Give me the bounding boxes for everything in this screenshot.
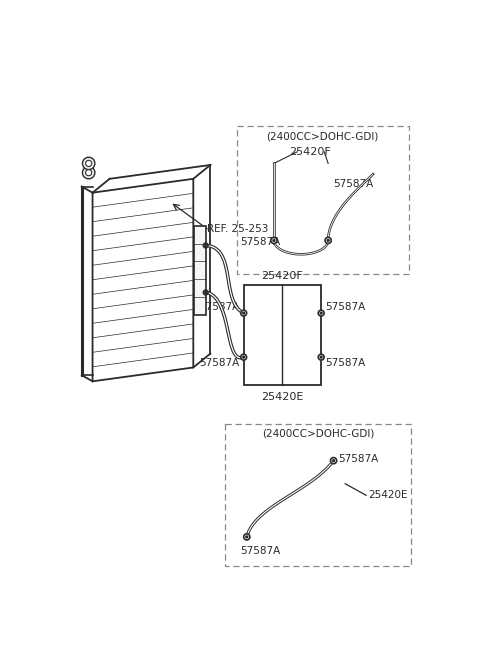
- Circle shape: [243, 356, 245, 358]
- Bar: [237, 127, 409, 274]
- Text: 25420E: 25420E: [369, 490, 408, 501]
- Circle shape: [205, 245, 206, 247]
- Circle shape: [83, 157, 95, 170]
- Text: 25420F: 25420F: [262, 271, 303, 281]
- Circle shape: [320, 356, 322, 358]
- Text: 57587A: 57587A: [240, 237, 281, 247]
- Circle shape: [330, 458, 336, 464]
- Text: (2400CC>DOHC-GDI): (2400CC>DOHC-GDI): [262, 428, 374, 439]
- Circle shape: [327, 239, 329, 241]
- Bar: [244, 285, 321, 385]
- Text: 57587A: 57587A: [199, 358, 239, 368]
- Text: 25420F: 25420F: [289, 147, 331, 157]
- Circle shape: [244, 534, 250, 540]
- Circle shape: [241, 310, 247, 316]
- Text: 57587A: 57587A: [338, 454, 378, 464]
- Circle shape: [204, 290, 208, 295]
- Circle shape: [318, 310, 324, 316]
- Circle shape: [246, 536, 248, 538]
- Circle shape: [243, 312, 245, 314]
- Circle shape: [318, 354, 324, 360]
- Circle shape: [204, 243, 208, 248]
- Circle shape: [205, 291, 206, 293]
- Bar: [225, 424, 411, 566]
- Text: 57587A: 57587A: [240, 546, 281, 556]
- Circle shape: [85, 170, 92, 176]
- Circle shape: [271, 237, 277, 243]
- Text: 57587A: 57587A: [325, 302, 365, 312]
- Circle shape: [273, 239, 275, 241]
- Bar: [194, 226, 206, 315]
- Text: (2400CC>DOHC-GDI): (2400CC>DOHC-GDI): [266, 131, 379, 142]
- Circle shape: [320, 312, 322, 314]
- Circle shape: [241, 354, 247, 360]
- Text: 57587A: 57587A: [199, 302, 239, 312]
- Circle shape: [85, 160, 92, 167]
- Circle shape: [333, 460, 335, 462]
- Text: 57587A: 57587A: [325, 358, 365, 368]
- Circle shape: [325, 237, 331, 243]
- Text: REF. 25-253: REF. 25-253: [207, 224, 269, 234]
- Circle shape: [83, 167, 95, 179]
- Text: 57587A: 57587A: [333, 179, 373, 189]
- Text: 25420E: 25420E: [261, 392, 304, 401]
